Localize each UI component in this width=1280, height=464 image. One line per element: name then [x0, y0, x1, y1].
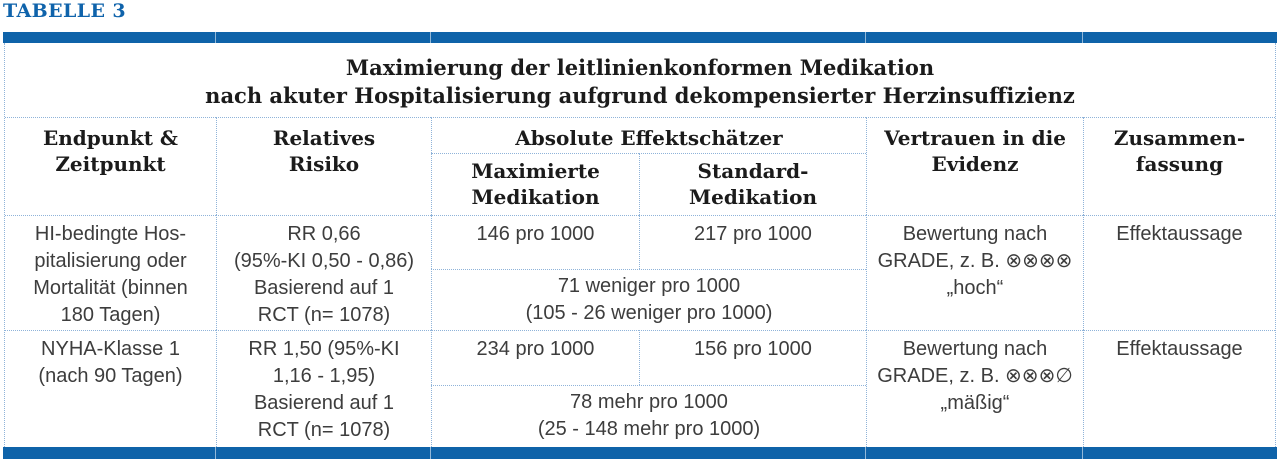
col-header-evidence-confidence: Vertrauen in die Evidenz	[866, 117, 1083, 215]
bar-separator	[430, 32, 431, 43]
row2-relative-risk: RR 1,50 (95%-KI 1,16 - 1,95) Basierend a…	[216, 330, 431, 447]
bar-separator	[215, 447, 216, 459]
bar-separator	[1082, 32, 1083, 43]
bottom-accent-bar	[3, 447, 1277, 459]
bar-separator	[865, 32, 866, 43]
row2-summary: Effektaussage	[1083, 330, 1275, 447]
col-header-endpoint: Endpunkt & Zeitpunkt	[5, 117, 216, 215]
col-header-absolute-effects: Absolute Effektschätzer	[431, 117, 866, 153]
top-accent-bar	[3, 32, 1277, 43]
row1-relative-risk: RR 0,66 (95%-KI 0,50 - 0,86) Basierend a…	[216, 215, 431, 330]
table-title: Maximierung der leitlinienkonformen Medi…	[205, 55, 1075, 108]
row2-evidence-rating: Bewertung nach GRADE, z. B. ⊗⊗⊗∅ „mäßig“	[866, 330, 1083, 447]
row1-standard-value: 217 pro 1000	[639, 215, 866, 269]
table-number-label: TABELLE 3	[3, 0, 127, 22]
row1-maximized-value: 146 pro 1000	[431, 215, 639, 269]
medication-table: Maximierung der leitlinienkonformen Medi…	[4, 43, 1276, 447]
row2-standard-value: 156 pro 1000	[639, 330, 866, 385]
row1-summary: Effektaussage	[1083, 215, 1275, 330]
row2-absolute-difference: 78 mehr pro 1000 (25 - 148 mehr pro 1000…	[431, 385, 866, 447]
col-header-standard-medication: Standard- Medikation	[639, 153, 866, 215]
bar-separator	[1082, 447, 1083, 459]
bar-separator	[865, 447, 866, 459]
row2-endpoint: NYHA-Klasse 1 (nach 90 Tagen)	[5, 330, 216, 447]
row1-evidence-rating: Bewertung nach GRADE, z. B. ⊗⊗⊗⊗ „hoch“	[866, 215, 1083, 330]
bar-separator	[430, 447, 431, 459]
bar-separator	[215, 32, 216, 43]
row1-endpoint: HI-bedingte Hos- pitalisierung oder Mort…	[5, 215, 216, 330]
col-header-maximized-medication: Maximierte Medikation	[431, 153, 639, 215]
row2-maximized-value: 234 pro 1000	[431, 330, 639, 385]
row1-absolute-difference: 71 weniger pro 1000 (105 - 26 weniger pr…	[431, 269, 866, 330]
col-header-relative-risk: Relatives Risiko	[216, 117, 431, 215]
col-header-summary: Zusammen- fassung	[1083, 117, 1275, 215]
